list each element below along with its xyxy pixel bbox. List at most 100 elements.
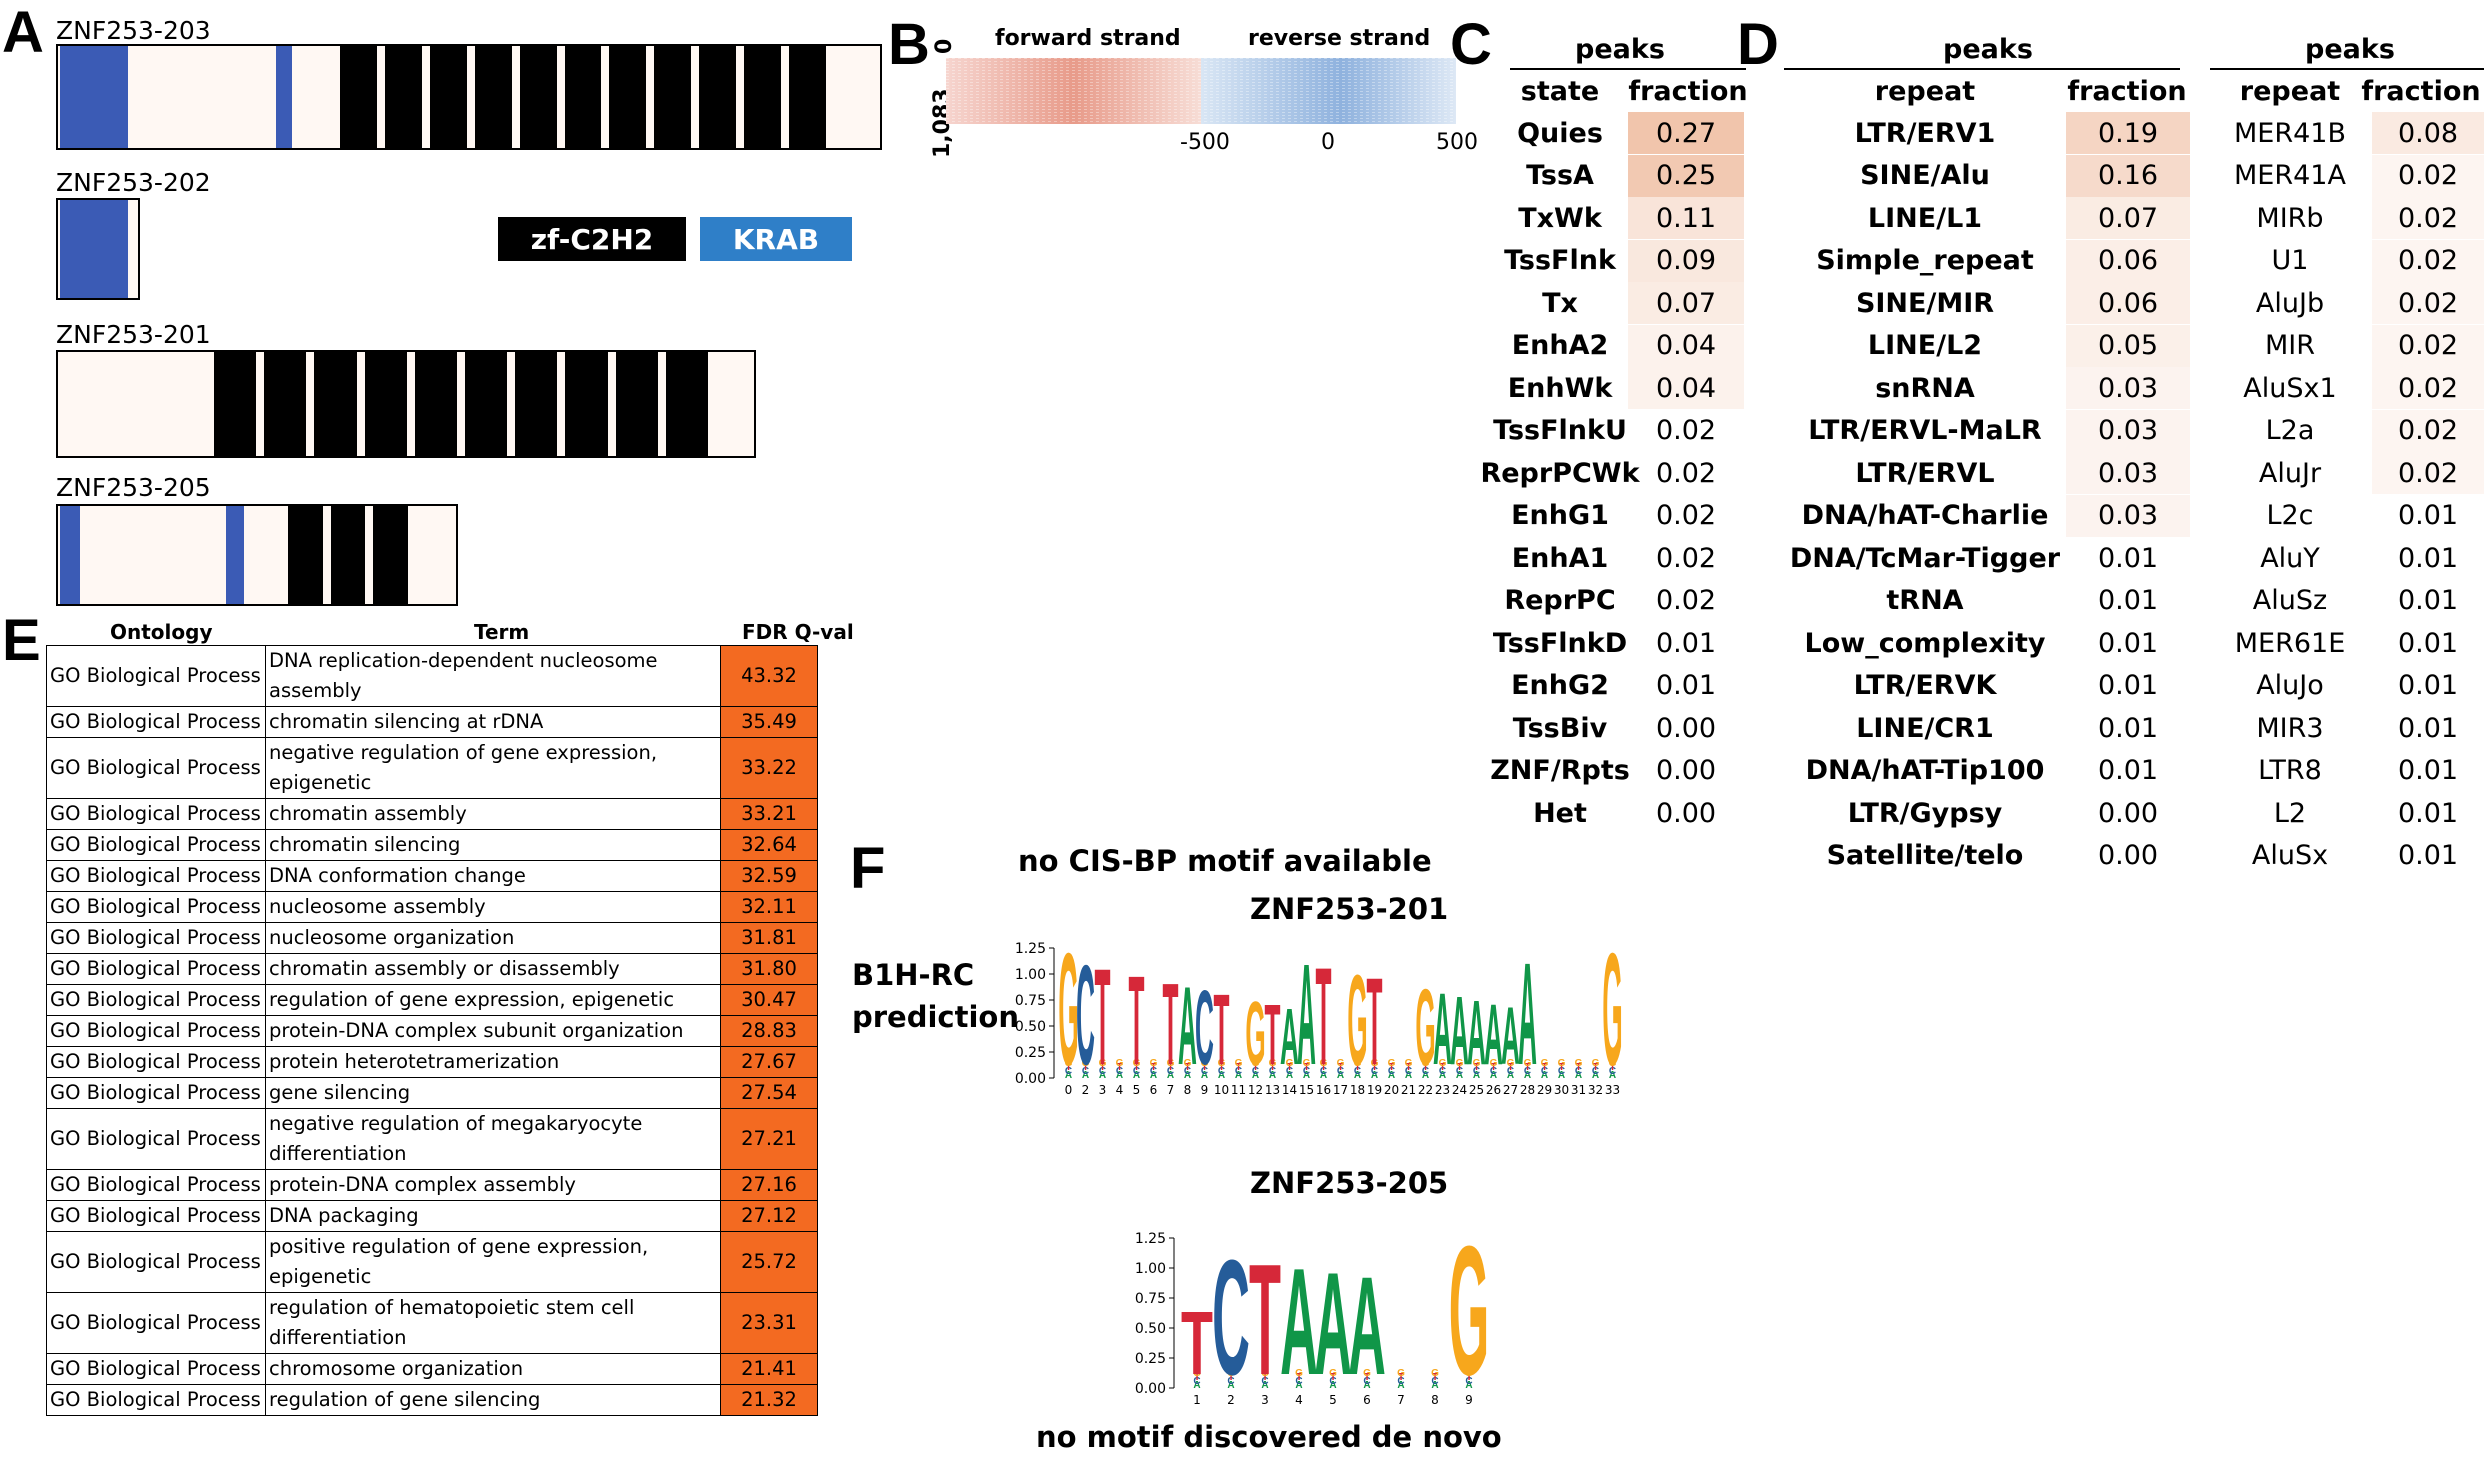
logo-minor-letter: A [1439,1070,1446,1081]
logo-minor-letter: A [1099,1070,1106,1081]
table-row-label: LTR/Gypsy [1847,797,2003,829]
table-c-rule [1510,68,1746,70]
go-term-cell: chromatin assembly or disassembly [265,953,721,985]
go-fdr-cell: 23.31 [720,1292,818,1354]
zf-c2h2-domain [515,352,558,456]
table-d1-header: peaks [1943,34,2033,65]
go-ontology-cell: GO Biological Process [46,860,266,892]
table-row-label: EnhG1 [1511,500,1609,531]
logo-letter: A [1433,971,1452,1086]
logo-minor-letter: T [1439,1062,1445,1073]
zf-c2h2-domain [384,46,422,148]
logo-letter: A [1348,1248,1386,1404]
logo-x-tick: 2 [1082,1083,1090,1097]
logo-x-tick: 26 [1486,1083,1501,1097]
logo-minor-letter: G [1507,1058,1515,1069]
table-row-label: SINE/Alu [1860,160,1990,191]
logo-minor-letter: C [1439,1066,1446,1077]
table-row-label: LTR/ERVL [1855,457,1995,489]
table-row-label: ReprPC [1504,585,1616,616]
zf-domain-group [214,352,716,456]
logo-minor-letter: T [1388,1062,1394,1073]
logo-x-tick: 8 [1184,1083,1192,1097]
go-fdr-cell: 27.54 [720,1077,818,1109]
table-row-label: LTR/ERVK [1853,670,1997,701]
logo-minor-letter: A [1558,1070,1565,1081]
table-row-value: 0.02 [2372,239,2484,282]
logo-minor-letter: G [1099,1058,1107,1069]
logo-minor-letter: G [1150,1058,1158,1069]
logo-letter: G [1058,930,1078,1099]
go-fdr-cell: 21.41 [720,1353,818,1385]
logo-y-tick: 0.25 [1135,1351,1166,1367]
table-row: GO Biological Process protein-DNA complex… [46,1015,818,1047]
logo-x-tick: 12 [1248,1083,1263,1097]
table-row: GO Biological Process negative regulation… [46,1108,818,1170]
logo-letter: G [1347,948,1367,1092]
table-row-label: MIRb [2256,202,2324,234]
table-row-value: 0.02 [1655,542,1717,574]
logo-x-tick: 9 [1201,1083,1209,1097]
logo-minor-letter: T [1456,1062,1462,1073]
logo-letter: A [1484,985,1503,1082]
go-ontology-cell: GO Biological Process [46,1077,266,1109]
table-row-label: LINE/L1 [1867,202,1983,234]
table-row-label: AluSx [2251,840,2329,871]
table-row: GO Biological Process chromatin silencing… [46,706,818,738]
table-row-value: 0.01 [2397,500,2459,531]
krab-domain [276,46,292,148]
go-term-cell: regulation of gene silencing [265,1384,721,1416]
logo-minor-letter: G [1133,1058,1141,1069]
go-fdr-cell: 35.49 [720,706,818,738]
go-fdr-cell: 32.59 [720,860,818,892]
table-row-value: 0.00 [1655,712,1717,744]
go-term-cell: negative regulation of gene expression, … [265,737,721,799]
table-row-value: 0.02 [2372,452,2484,494]
table-row-value: 0.01 [2397,670,2459,701]
logo-minor-letter: A [1524,1070,1531,1081]
zf-c2h2-domain [654,46,692,148]
table-row-label: Satellite/telo [1826,840,2024,871]
logo-x-tick: 13 [1265,1083,1280,1097]
table-row-value: 0.02 [2372,154,2484,197]
zf-c2h2-domain [744,46,782,148]
logo-letter: A [1178,965,1197,1089]
logo-minor-letter: A [1303,1070,1310,1081]
table-row-label: L2 [2273,797,2307,829]
logo-minor-letter: T [1575,1062,1581,1073]
go-fdr-cell: 28.83 [720,1015,818,1047]
go-fdr-cell: 31.81 [720,922,818,954]
go-ontology-cell: GO Biological Process [46,891,266,923]
logo-x-tick: 20 [1384,1083,1399,1097]
logo-minor-letter: C [1541,1066,1548,1077]
logo-x-tick: 7 [1397,1393,1405,1407]
logo-minor-letter: C [1261,1376,1268,1387]
table-d1-col2: fraction [2067,76,2187,107]
table-row-value: 0.01 [2397,712,2459,744]
logo-x-tick: 22 [1418,1083,1433,1097]
go-term-cell: protein-DNA complex subunit organization [265,1015,721,1047]
table-d2-header: peaks [2305,34,2395,65]
logo-minor-letter: C [1422,1066,1429,1077]
logo-minor-letter: T [1405,1062,1411,1073]
logo-minor-letter: G [1363,1368,1371,1379]
logo-minor-letter: A [1371,1070,1378,1081]
logo-minor-letter: T [1524,1062,1530,1073]
table-row-value: 0.01 [2097,670,2159,701]
table-row-value: 0.01 [2397,755,2459,786]
logo-x-tick: 14 [1282,1083,1297,1097]
zf-c2h2-domain [609,46,647,148]
go-term-cell: gene silencing [265,1077,721,1109]
zf-c2h2-domain [373,506,408,604]
table-row-value: 0.07 [2066,197,2190,239]
logo-minor-letter: T [1490,1062,1496,1073]
legend-zf-c2h2: zf-C2H2 [498,217,686,261]
logo-minor-letter: T [1337,1062,1343,1073]
table-row-value: 0.01 [2097,542,2159,574]
logo-letter: T [1214,974,1230,1086]
logo-minor-letter: G [1371,1058,1379,1069]
motif-title-205: ZNF253-205 [1250,1166,1449,1200]
table-row-label: LTR/ERV1 [1854,117,1996,149]
logo-letter: G [1415,966,1435,1087]
logo-minor-letter: G [1405,1058,1413,1069]
